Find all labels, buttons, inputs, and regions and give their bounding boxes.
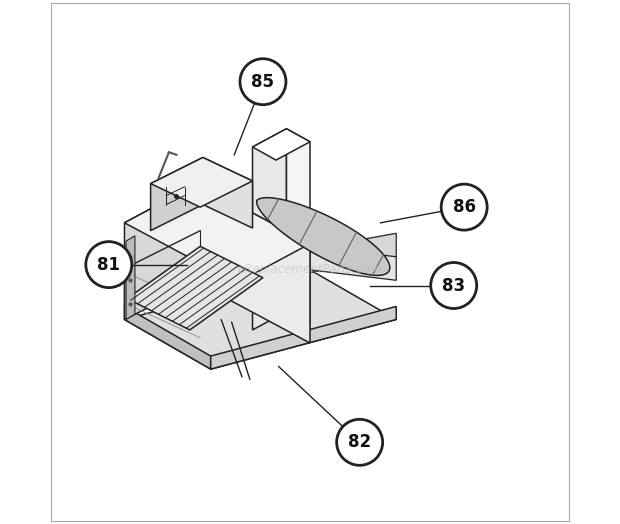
Polygon shape xyxy=(125,270,396,369)
Polygon shape xyxy=(151,158,203,231)
Circle shape xyxy=(240,59,286,105)
Polygon shape xyxy=(198,183,310,343)
Polygon shape xyxy=(151,158,252,207)
Polygon shape xyxy=(252,129,286,330)
Text: 81: 81 xyxy=(97,256,120,274)
Polygon shape xyxy=(286,129,310,325)
Polygon shape xyxy=(211,307,396,369)
Text: 82: 82 xyxy=(348,433,371,451)
Polygon shape xyxy=(125,183,310,283)
Text: eReplacementParts.com: eReplacementParts.com xyxy=(238,264,382,276)
Polygon shape xyxy=(125,233,396,307)
Polygon shape xyxy=(125,183,198,320)
Polygon shape xyxy=(127,246,263,330)
Polygon shape xyxy=(203,158,252,228)
Circle shape xyxy=(431,263,477,309)
Polygon shape xyxy=(126,236,135,320)
Circle shape xyxy=(441,184,487,230)
Polygon shape xyxy=(257,198,390,276)
Circle shape xyxy=(86,242,132,288)
Text: 85: 85 xyxy=(252,73,275,91)
Circle shape xyxy=(337,419,383,465)
Polygon shape xyxy=(252,129,310,160)
Polygon shape xyxy=(125,307,211,369)
Text: 83: 83 xyxy=(442,277,465,294)
Polygon shape xyxy=(310,246,396,280)
Text: 86: 86 xyxy=(453,198,476,216)
